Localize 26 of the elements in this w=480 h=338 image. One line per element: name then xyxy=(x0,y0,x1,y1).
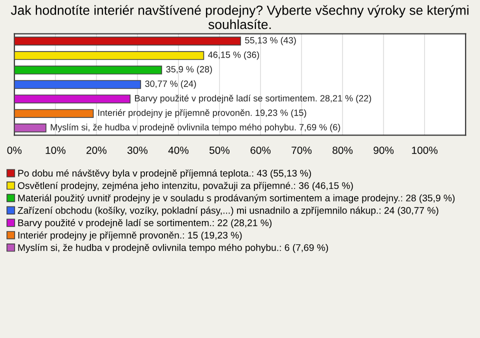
x-tick-label: 0% xyxy=(7,146,22,154)
data-label: Interiér prodejny je příjemně provoněn. 19,23 % (15) xyxy=(98,109,306,118)
legend-label: Zařízení obchodu (košíky, vozíky, pokladní pásy,...) mi usnadnilo a zpříjemnilo nákup.: 24 (30,77 %) xyxy=(18,206,438,216)
x-tick-label: 10% xyxy=(46,146,66,154)
chart-title: Jak hodnotíte interiér navštívené prodejny? Vyberte všechny výroky se kterými souhlasíte. xyxy=(10,5,468,30)
legend-label: Materiál použitý uvnitř prodejny je v souladu s prodávaným sortimentem a image prodejny.: 28 (35,9 %) xyxy=(18,194,455,204)
data-label: Barvy použité v prodejně ladí se sortimentem. 28,21 % (22) xyxy=(135,94,372,104)
x-tick-label: 50% xyxy=(209,146,230,154)
x-tick-label: 90% xyxy=(374,146,394,154)
x-tick-label: 40% xyxy=(168,146,189,154)
x-tick-label: 20% xyxy=(86,146,106,154)
legend-label: Interiér prodejny je příjemně provoněn.: 15 (19,23 %) xyxy=(18,231,242,240)
data-label: 46,15 % (36) xyxy=(208,51,259,60)
x-tick-label: 60% xyxy=(250,146,271,154)
legend-label: Po dobu mé návštěvy byla v prodejně příjemná teplota.: 43 (55,13 %) xyxy=(18,169,311,178)
legend-label: Barvy použité v prodejně ladí se sortimentem.: 22 (28,21 %) xyxy=(18,219,272,228)
data-label: 55,13 % (43) xyxy=(245,36,296,46)
x-tick-label: 30% xyxy=(127,146,148,154)
data-label: 30,77 % (24) xyxy=(145,80,196,89)
data-label: Myslím si, že hudba v prodejně ovlivnila tempo mého pohybu. 7,69 % (6) xyxy=(50,124,340,132)
x-tick-label: 70% xyxy=(292,146,312,154)
data-label: 35,9 % (28) xyxy=(166,66,212,74)
x-tick-label: 100% xyxy=(412,146,438,154)
x-tick-label: 80% xyxy=(332,146,353,154)
legend-label: Osvětlení prodejny, zejména jeho intenzitu, považuji za příjemné.: 36 (46,15 %) xyxy=(18,182,353,191)
legend-label: Myslím si, že hudba v prodejně ovlivnila tempo mého pohybu.: 6 (7,69 %) xyxy=(18,244,328,253)
